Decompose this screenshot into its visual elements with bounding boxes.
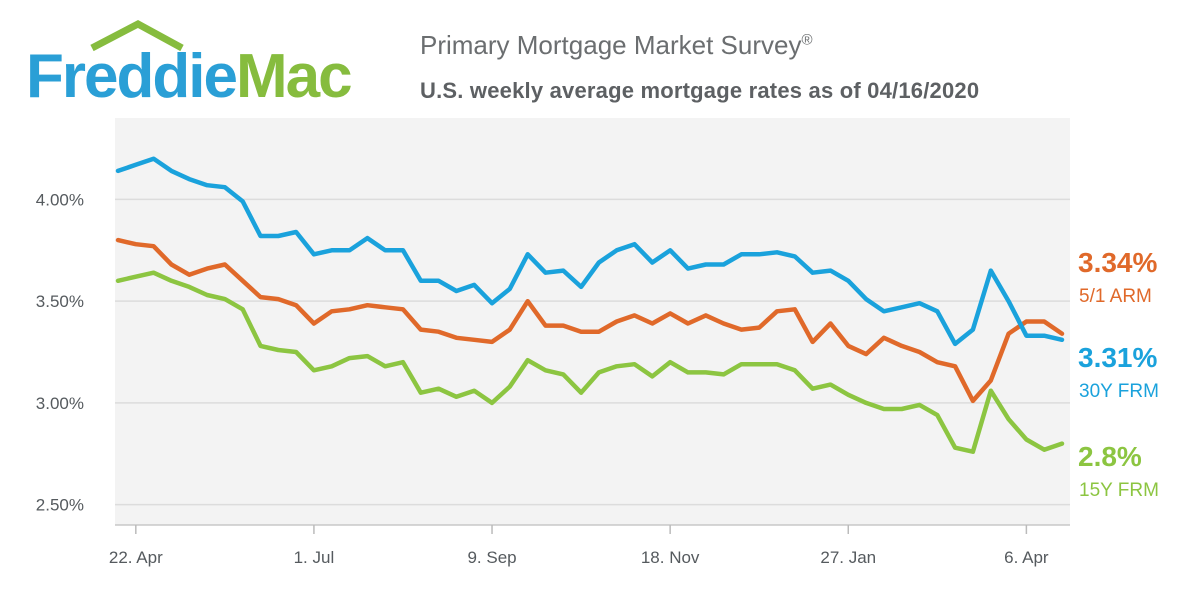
chart-title-text: Primary Mortgage Market Survey xyxy=(420,30,802,60)
series-end-value: 3.34% xyxy=(1078,247,1157,278)
series-name-label: 15Y FRM xyxy=(1079,480,1159,501)
chart-subtitle: U.S. weekly average mortgage rates as of… xyxy=(420,78,980,103)
logo-word-mac: Mac xyxy=(235,42,353,111)
series-line xyxy=(115,270,1065,454)
series-name-label: 5/1 ARM xyxy=(1079,286,1152,307)
y-tick-label: 3.00% xyxy=(36,394,84,413)
x-tick-label: 1. Jul xyxy=(294,548,335,567)
series-end-value: 3.31% xyxy=(1078,342,1157,373)
series-line xyxy=(115,237,1065,404)
chart-title: Primary Mortgage Market Survey® xyxy=(420,30,813,61)
logo-word-freddie: Freddie xyxy=(26,42,238,111)
plot-area xyxy=(115,118,1070,525)
y-tick-label: 2.50% xyxy=(36,496,84,515)
series-name-label: 30Y FRM xyxy=(1079,381,1159,402)
x-tick-label: 27. Jan xyxy=(820,548,876,567)
y-tick-label: 4.00% xyxy=(36,190,84,209)
x-tick-label: 9. Sep xyxy=(467,548,516,567)
x-tick-label: 6. Apr xyxy=(1004,548,1049,567)
x-tick-label: 22. Apr xyxy=(109,548,163,567)
house-roof-icon xyxy=(90,20,184,52)
y-tick-label: 3.50% xyxy=(36,292,84,311)
series-end-value: 2.8% xyxy=(1078,441,1142,472)
logo-wordmark: FreddieMac xyxy=(26,46,353,108)
series-line xyxy=(115,156,1065,347)
x-tick-label: 18. Nov xyxy=(641,548,700,567)
registered-mark: ® xyxy=(801,31,813,49)
freddie-mac-logo: FreddieMac xyxy=(26,18,378,108)
